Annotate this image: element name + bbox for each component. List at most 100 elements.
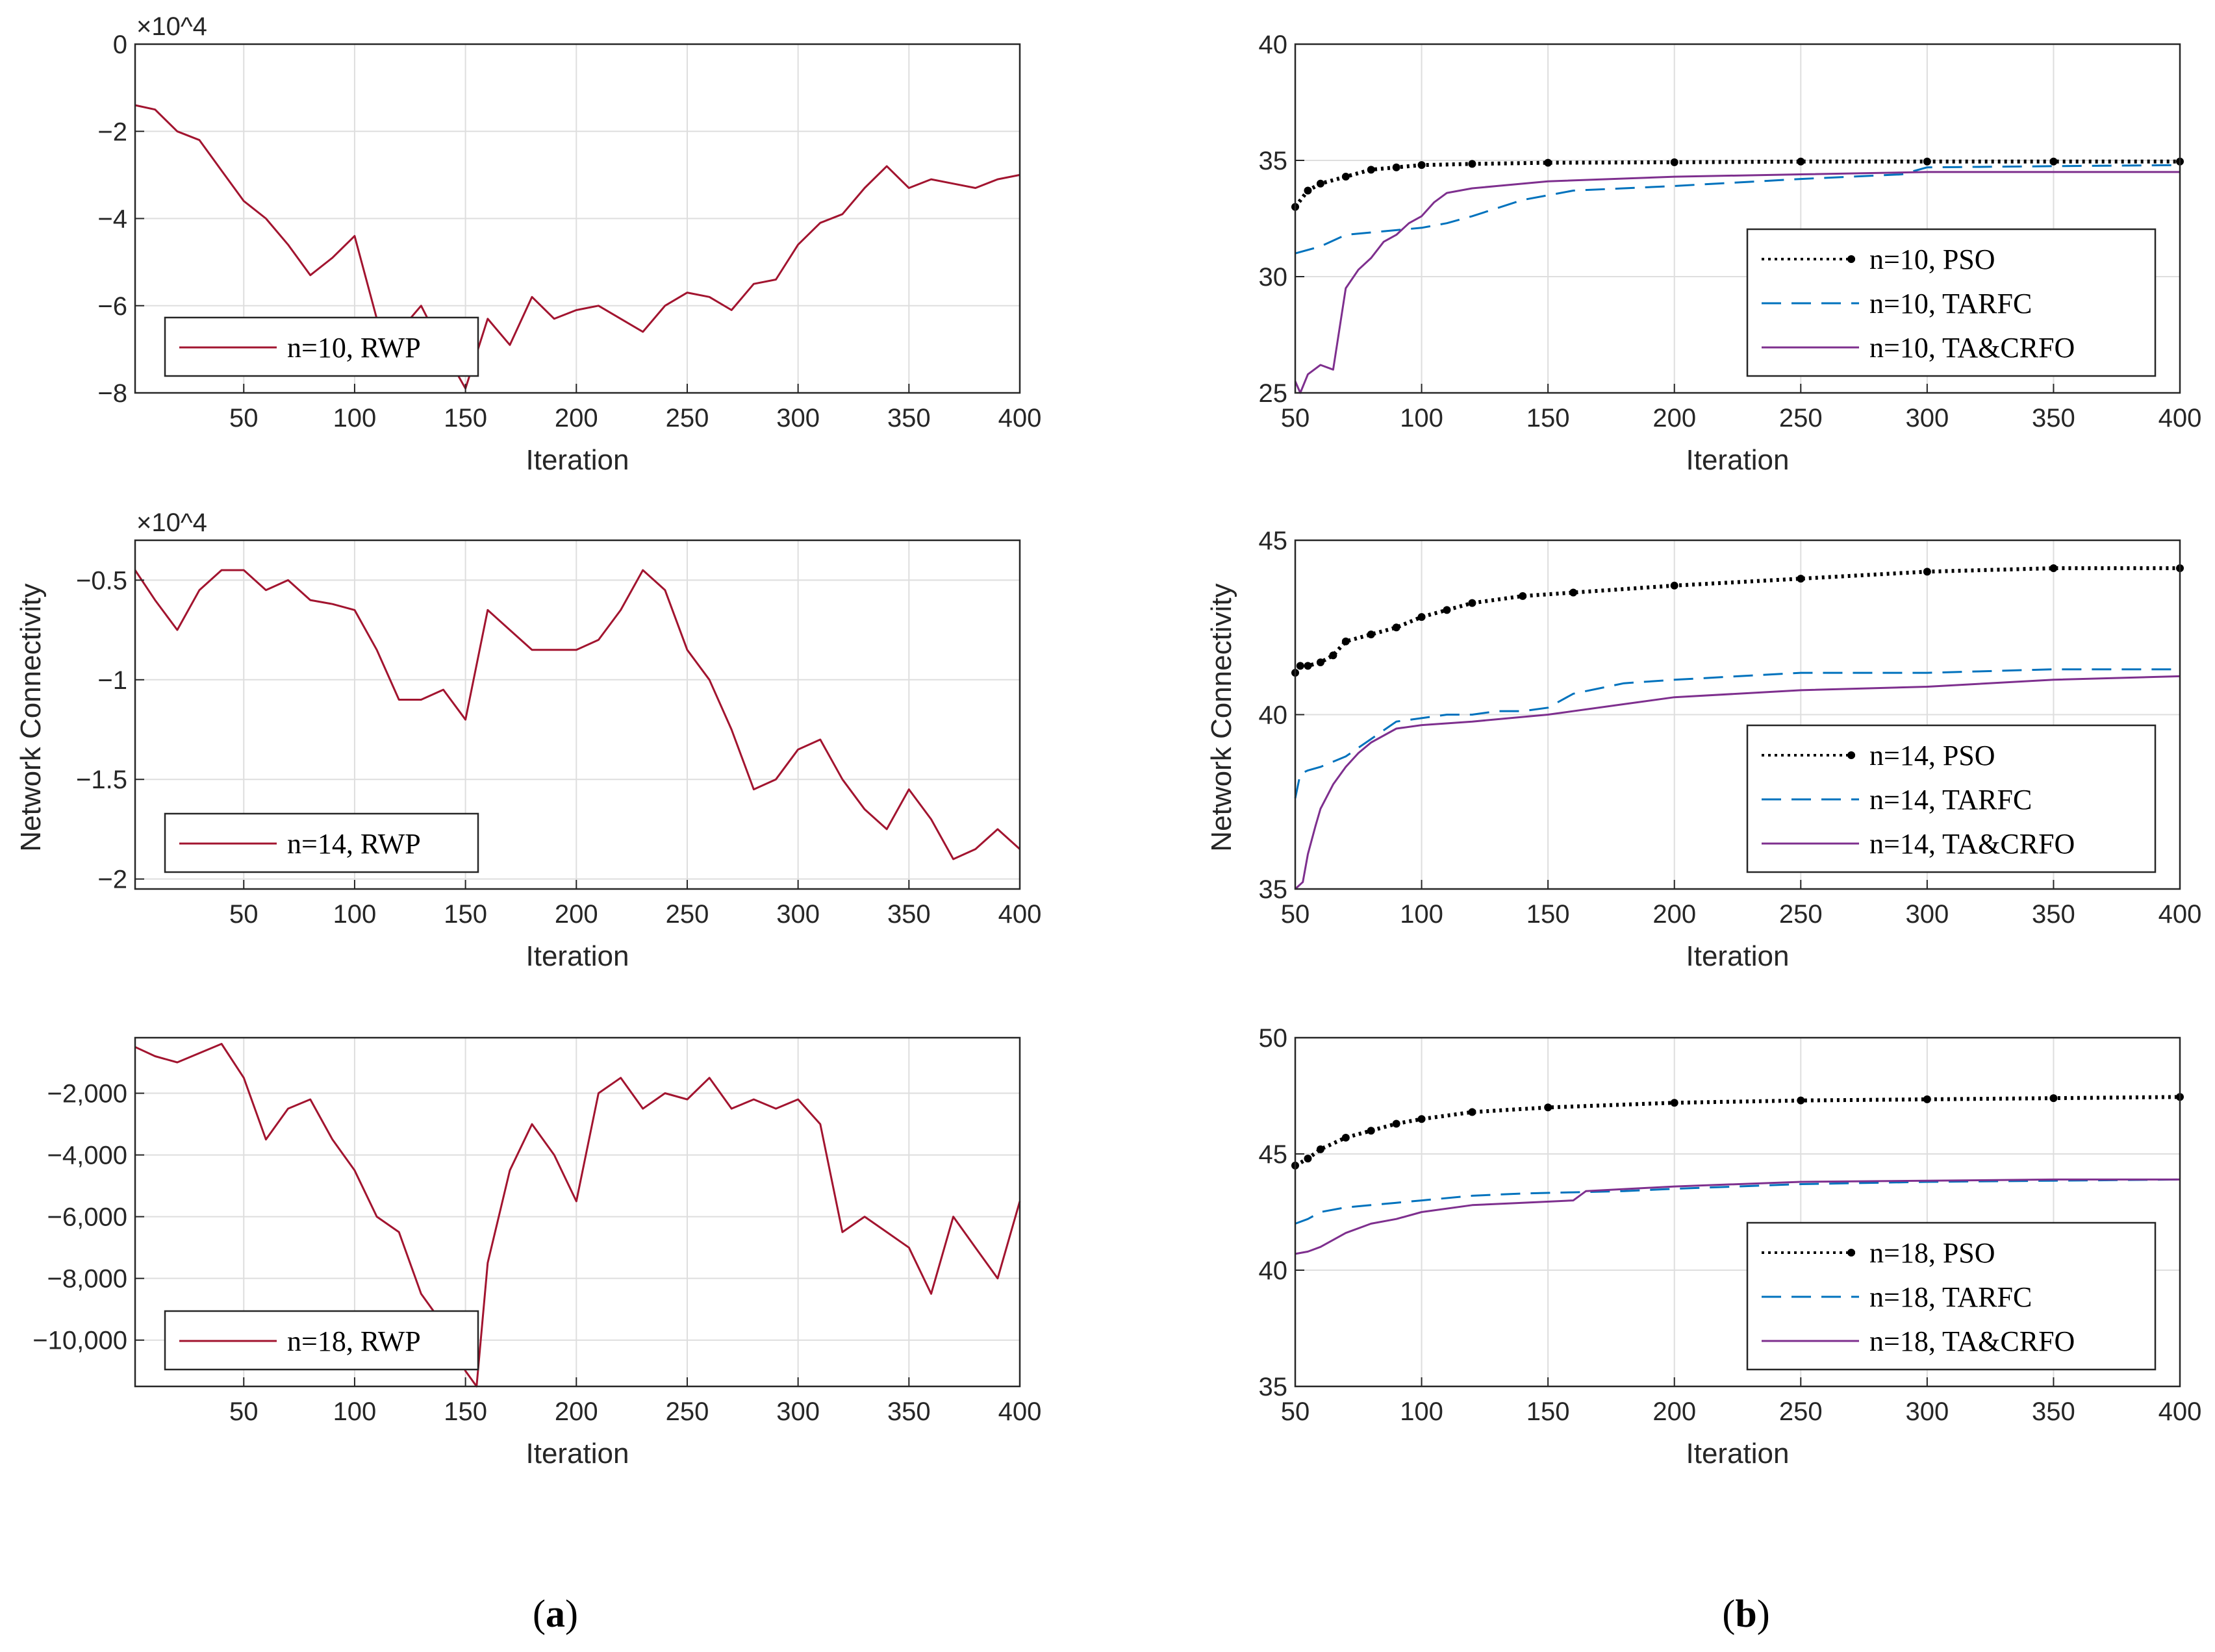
legend-box (1746, 724, 2157, 873)
series-line-b3-1 (1295, 1178, 2181, 1225)
x-axis-label: Iteration (526, 444, 629, 476)
series-line-a3-0 (134, 1043, 1021, 1388)
x-tick-label: 100 (1400, 900, 1443, 929)
data-point (1304, 662, 1312, 670)
x-tick-label: 50 (1281, 1397, 1310, 1426)
x-tick-label: 250 (1779, 404, 1823, 432)
legend-label: n=18, TARFC (1869, 1281, 2032, 1313)
data-point (1341, 173, 1350, 181)
x-tick-label: 300 (776, 900, 820, 929)
y-tick-label: −2,000 (47, 1080, 127, 1108)
data-point (1417, 161, 1426, 169)
series-line-b3-0 (1294, 1095, 2181, 1168)
data-point (1923, 568, 1931, 576)
x-tick-label: 150 (444, 900, 487, 929)
data-point (1304, 186, 1312, 195)
data-point (1329, 651, 1337, 660)
y-tick-label: 35 (1259, 1373, 1288, 1401)
x-tick-label: 300 (1905, 1397, 1949, 1426)
y-tick-label: 50 (1259, 1024, 1288, 1053)
legend-label: n=14, PSO (1869, 740, 1995, 771)
chart-b2: 50 100 150 200 250 300 350 400 35 40 45 Iteration n=… (1259, 527, 2202, 972)
data-point (1316, 658, 1324, 666)
x-tick-label: 350 (887, 404, 931, 432)
legend-marker (1847, 751, 1855, 759)
x-tick-label: 150 (1526, 900, 1570, 929)
data-point (1316, 179, 1324, 188)
x-tick-label: 100 (1400, 1397, 1443, 1426)
y-tick-label: −4 (97, 205, 127, 234)
data-point (2049, 157, 2058, 166)
series-line-b3-2 (1295, 1178, 2180, 1255)
x-tick-label: 300 (776, 1397, 820, 1426)
axes-box (1294, 43, 2181, 394)
data-point (1392, 163, 1400, 171)
data-point (1468, 160, 1476, 168)
legend-box (1746, 1221, 2157, 1371)
data-point (1797, 157, 1805, 166)
data-point (1443, 606, 1451, 614)
x-axis-label: Iteration (1686, 940, 1790, 972)
y-tick-label: 35 (1259, 147, 1288, 175)
x-tick-label: 300 (1905, 900, 1949, 929)
y-tick-label: −8,000 (47, 1265, 127, 1294)
data-point (1468, 1108, 1476, 1116)
legend-label: n=10, RWP (287, 332, 421, 364)
panel-label-b: (b) (1722, 1592, 1769, 1635)
series-line-a2-0 (134, 569, 1021, 860)
x-tick-label: 350 (2032, 900, 2075, 929)
y-tick-label: 25 (1259, 379, 1288, 408)
data-point (1316, 1145, 1324, 1153)
y-tick-label: −2 (97, 866, 127, 894)
series-line-b1-0 (1293, 159, 2180, 208)
x-tick-label: 250 (666, 1397, 709, 1426)
x-tick-label: 50 (229, 1397, 259, 1426)
series-line-b2-2 (1294, 675, 2181, 890)
y-exponent-label: ×10^4 (136, 508, 207, 537)
y-tick-label: −10,000 (32, 1327, 127, 1355)
legend-label: n=14, RWP (287, 828, 421, 860)
y-tick-label: −0.5 (76, 566, 127, 595)
data-point (1341, 637, 1350, 645)
data-point (1797, 575, 1805, 583)
series-line-b2-1 (1294, 668, 2180, 799)
x-axis-label: Iteration (526, 940, 629, 972)
data-point (1670, 581, 1678, 590)
data-point (1392, 623, 1400, 632)
legend-label: n=10, TA&CRFO (1869, 332, 2075, 364)
series-line-b2-0 (1293, 566, 2180, 674)
legend-label: n=14, TARFC (1869, 784, 2032, 816)
data-point (1519, 592, 1527, 600)
y-tick-label: 40 (1259, 1257, 1288, 1285)
data-point (1367, 630, 1375, 638)
panel-label-a: (a) (533, 1592, 578, 1635)
x-tick-label: 100 (333, 404, 377, 432)
data-point (1367, 1127, 1375, 1135)
x-axis-label: Iteration (526, 1438, 629, 1470)
axes-box (1294, 1036, 2181, 1388)
x-tick-label: 50 (1281, 404, 1310, 432)
x-tick-label: 100 (333, 900, 377, 929)
chart-b3: 50 100 150 200 250 300 350 400 35 40 45 50 Iteration… (1259, 1024, 2202, 1470)
x-tick-label: 50 (1281, 900, 1310, 929)
x-tick-label: 350 (2032, 404, 2075, 432)
data-point (1670, 1099, 1678, 1107)
legend-marker (1847, 255, 1855, 263)
y-tick-label: −6,000 (47, 1203, 127, 1232)
x-tick-label: 400 (998, 1397, 1042, 1426)
chart-a1: 50 100 150 200 250 300 350 400 −8 −6 −4 −2 0 Iteratio… (97, 12, 1041, 476)
data-point (1670, 158, 1678, 166)
series-line-b1-2 (1294, 171, 2180, 394)
chart-a2: 50 100 150 200 250 300 350 400 −2 −1.5 −1 −0.5 Itera… (76, 508, 1041, 972)
data-point (1417, 613, 1426, 621)
x-tick-label: 150 (1526, 404, 1570, 432)
legend-marker (1847, 1249, 1855, 1257)
legend-label: n=14, TA&CRFO (1869, 828, 2075, 860)
x-tick-label: 400 (2158, 1397, 2202, 1426)
data-point (1367, 166, 1375, 174)
shared-ylabel-right: Network Connectivity (1206, 583, 1237, 851)
data-point (1468, 599, 1476, 607)
x-tick-label: 150 (444, 404, 487, 432)
x-tick-label: 50 (229, 404, 259, 432)
